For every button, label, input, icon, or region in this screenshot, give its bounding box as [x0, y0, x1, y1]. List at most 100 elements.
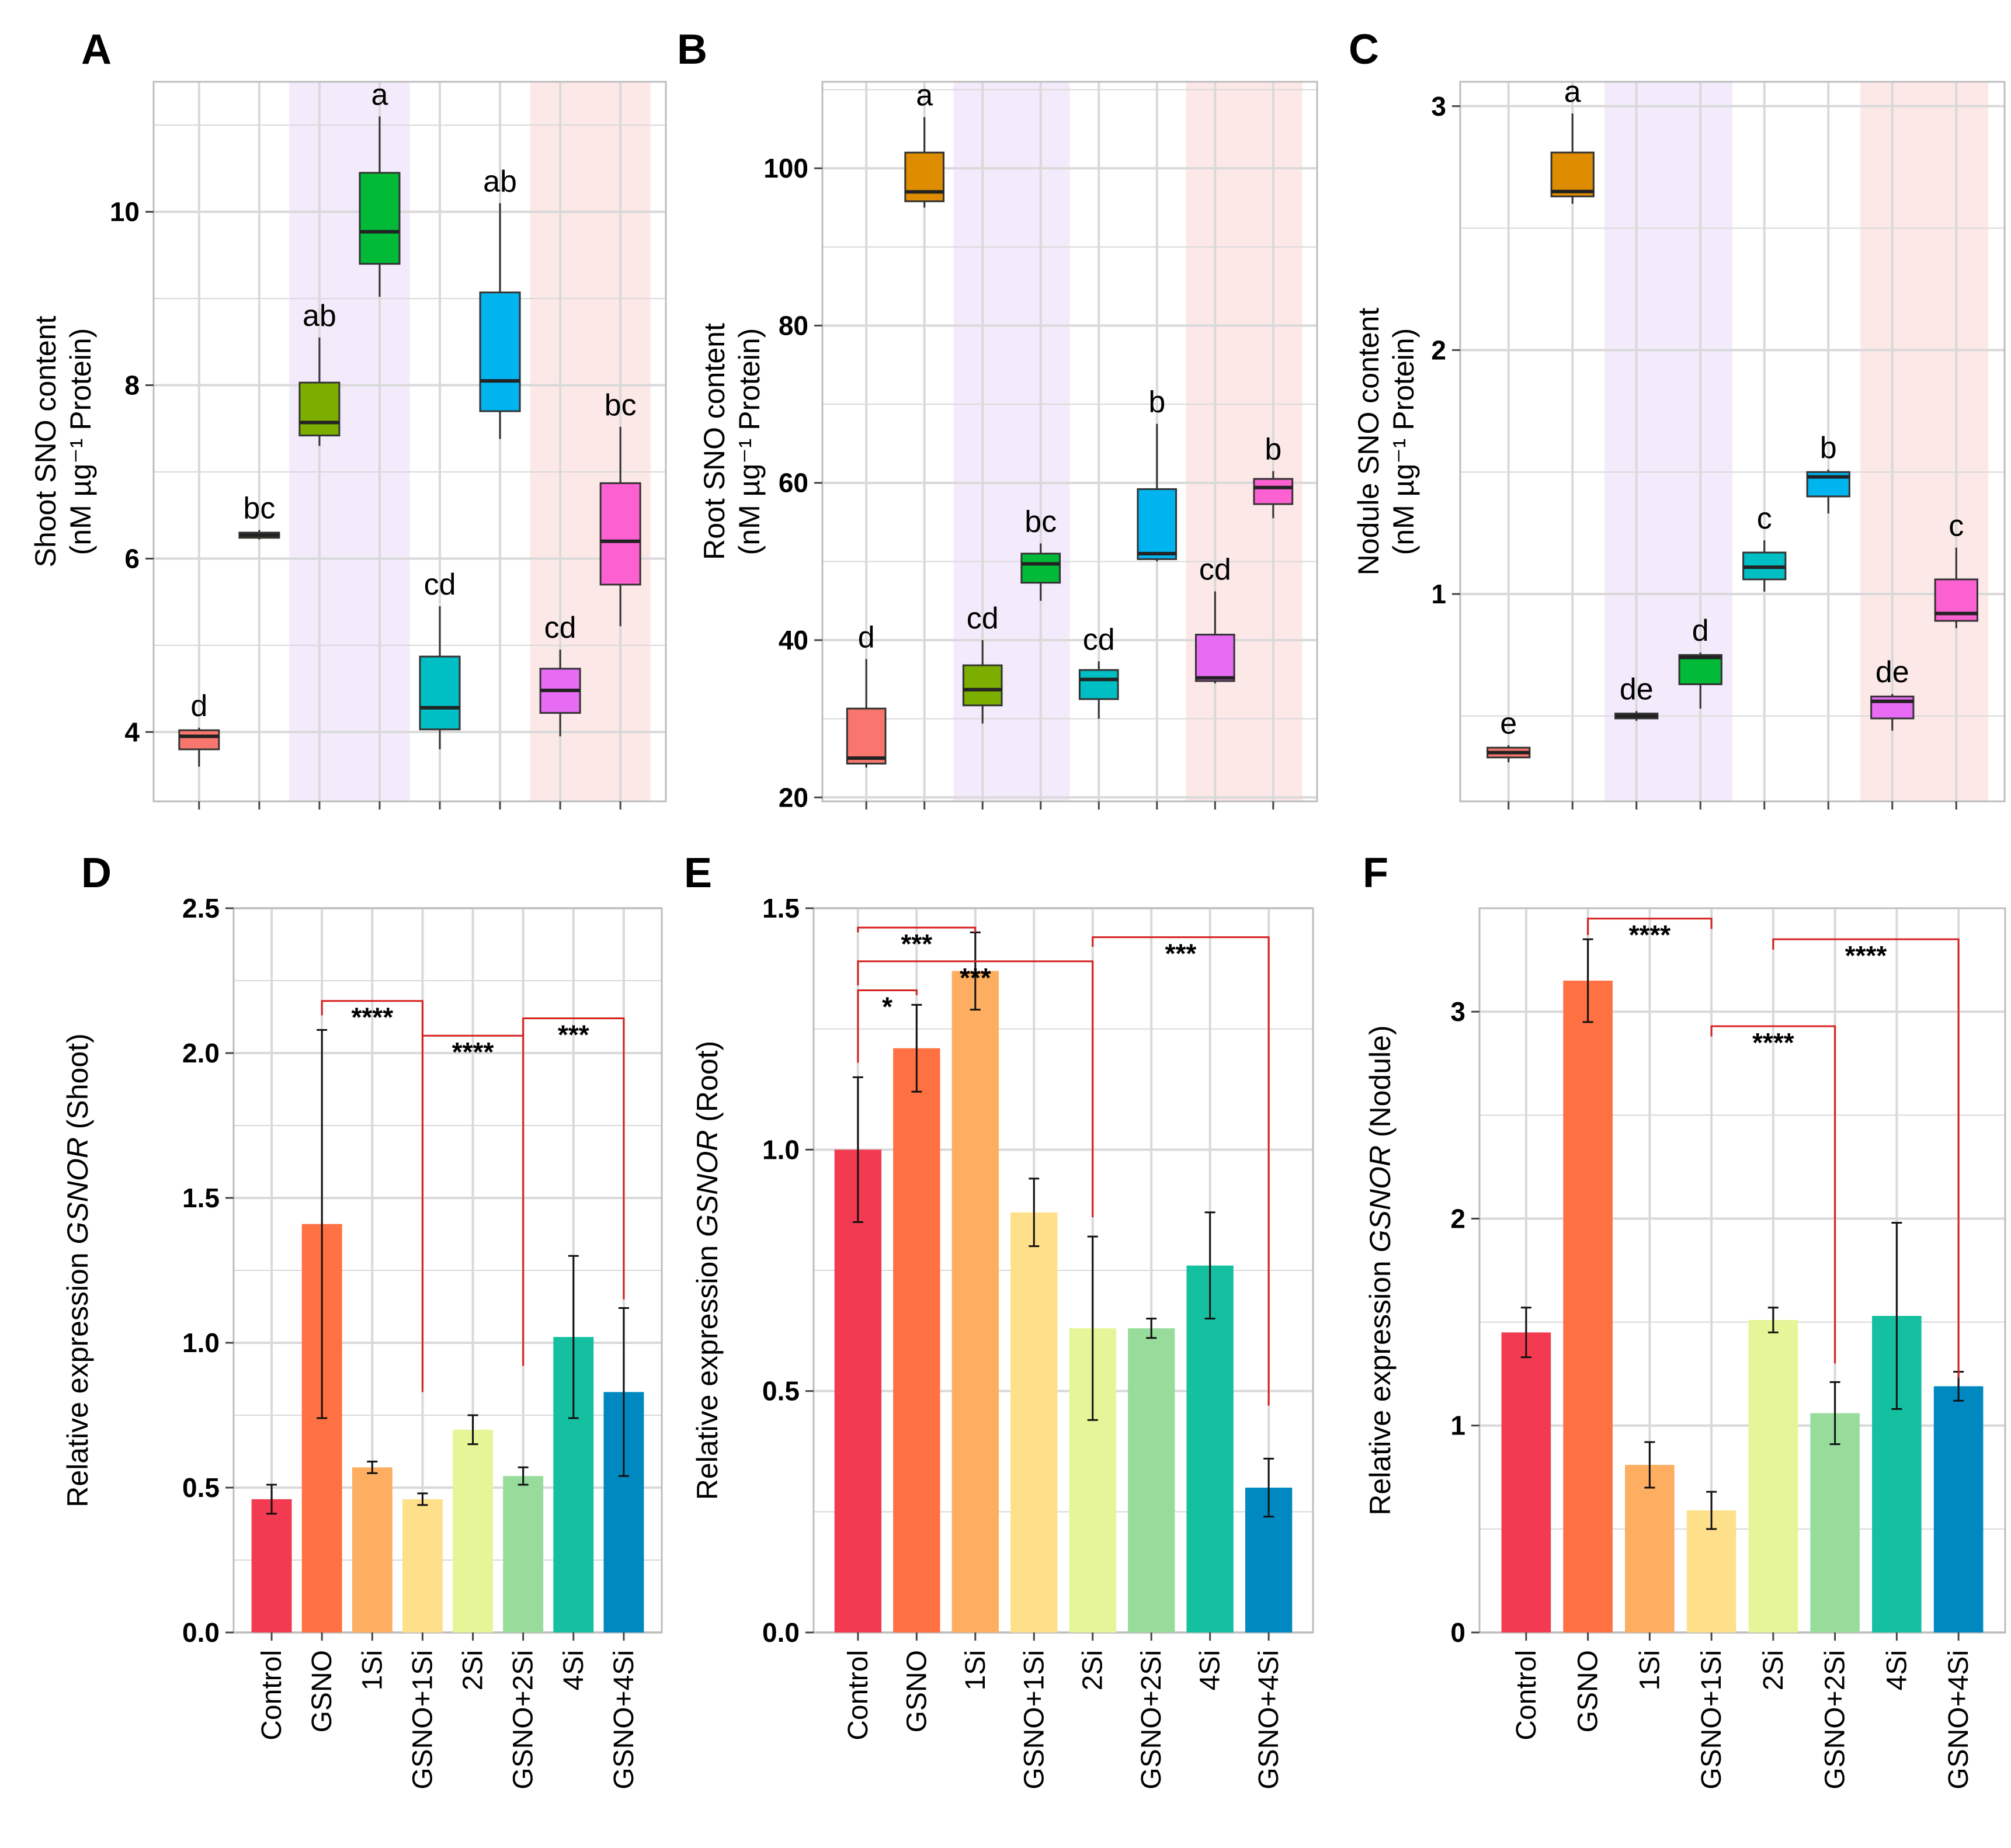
bracket-line: [321, 1000, 423, 1392]
box-body: [419, 655, 461, 731]
y-tick-label: 0.0: [762, 1617, 800, 1648]
y-tick-label: 2.5: [182, 893, 220, 923]
significance-bracket: ***: [522, 1017, 625, 1300]
box-4Si: cd: [539, 611, 581, 737]
bracket-line: [857, 926, 977, 933]
bar-GSNO+2Si: [503, 1466, 544, 1632]
significance-letter: d: [190, 689, 207, 723]
significance-letter: b: [1265, 432, 1281, 466]
box-body: [904, 151, 945, 203]
y-tick-label: 80: [779, 310, 808, 341]
y-tick-label: 60: [779, 468, 808, 498]
x-tick-label: GSNO+1Si: [407, 1650, 438, 1790]
bar: [1010, 1212, 1058, 1632]
gridlines: [234, 907, 662, 1634]
bar-GSNO: [1563, 938, 1613, 1632]
bar: [1128, 1328, 1175, 1632]
bracket-line: [1092, 936, 1270, 1406]
box-GSNO+2Si: b: [1137, 385, 1178, 562]
bar: [352, 1467, 393, 1632]
x-tick-label: GSNO+2Si: [1820, 1650, 1851, 1790]
x-tick-label: GSNO: [901, 1650, 932, 1732]
x-tick-label: 2Si: [458, 1650, 489, 1690]
bracket-label: ****: [352, 1002, 394, 1033]
x-tick-label: GSNO+2Si: [1136, 1650, 1167, 1790]
bar-2Si: [1069, 1235, 1116, 1632]
y-axis-title: Nodule SNO content: [1352, 308, 1385, 576]
x-tick-label: 2Si: [1758, 1650, 1789, 1690]
plot-frame: [812, 907, 1314, 1634]
x-tick-label: 4Si: [1195, 1650, 1226, 1690]
box-body: [1020, 553, 1061, 584]
x-tick-label: GSNO: [1573, 1650, 1604, 1732]
plot-frame: [821, 81, 1318, 803]
bar: [1748, 1320, 1798, 1632]
significance-letter: ab: [483, 165, 517, 199]
bracket-line: [1587, 918, 1713, 936]
bar-GSNO+1Si: [402, 1492, 443, 1632]
box-1Si: ab: [298, 299, 341, 446]
y-axis-unit: (nM µg⁻¹ Protein): [733, 328, 766, 555]
bar: [1625, 1465, 1675, 1632]
significance-bracket: ****: [1710, 1025, 1836, 1364]
bracket-line: [1710, 1025, 1836, 1364]
y-axis-title-gene: GSNOR: [61, 1137, 94, 1244]
panel-C: C 1 2 3 Nodule SNO content (nM µg⁻¹ Protein) e…: [1349, 26, 2006, 810]
y-tick-label: 1: [1450, 1411, 1465, 1441]
y-axis-title-pre: Relative expression: [691, 1237, 724, 1500]
box-GSNO: a: [904, 79, 945, 208]
bracket-label: ***: [1165, 939, 1197, 969]
bar-Control: [834, 1076, 882, 1632]
bar: [503, 1476, 544, 1632]
box-Control: d: [846, 620, 887, 768]
significance-letter: d: [1692, 614, 1709, 648]
bracket-line: [1772, 938, 1960, 1378]
significance-letter: cd: [424, 568, 456, 602]
x-tick-label: 1Si: [960, 1650, 991, 1690]
panel-E: E 0.0 0.5 1.0 1.5 Relative expression GSNOR (…: [684, 850, 1314, 1790]
x-tick-label: 1Si: [1634, 1650, 1665, 1690]
y-axis-title: Relative expression GSNOR (Nodule): [1364, 1025, 1397, 1515]
box-1Si: cd: [962, 602, 1003, 724]
box-2Si: cd: [419, 568, 461, 749]
x-tick-label: GSNO+2Si: [508, 1650, 539, 1790]
bar-4Si: [1872, 1222, 1922, 1632]
bar: [834, 1149, 882, 1632]
significance-letter: a: [1564, 75, 1581, 109]
y-tick-label: 20: [779, 782, 808, 812]
bar-Control: [251, 1484, 292, 1632]
bracket-label: ***: [558, 1019, 589, 1050]
box-GSNO+1Si: d: [1678, 614, 1722, 709]
box-body: [1137, 488, 1178, 560]
bracket-line: [857, 960, 1094, 1218]
significance-letter: cd: [544, 611, 576, 645]
bar-2Si: [453, 1414, 494, 1632]
box-1Si: de: [1614, 672, 1659, 721]
bracket-label: ***: [901, 929, 932, 959]
box-Control: d: [178, 689, 220, 767]
box-body: [1194, 634, 1235, 682]
significance-letter: b: [1820, 431, 1837, 465]
panel-B: B 20 40 60 80 100 Root SNO content (nM µg⁻¹ Pro…: [677, 26, 1318, 812]
bar-GSNO: [301, 1029, 342, 1632]
box-body: [359, 172, 401, 265]
y-tick-label: 1.0: [182, 1328, 220, 1358]
y-axis-title-gene: GSNOR: [1364, 1145, 1397, 1252]
y-axis-title: Root SNO content: [698, 323, 731, 560]
y-tick-label: 2: [1431, 335, 1446, 365]
box-GSNO+2Si: ab: [479, 165, 521, 439]
y-axis-title: Relative expression GSNOR (Root): [691, 1041, 724, 1500]
y-tick-label: 1.5: [762, 893, 800, 923]
y-tick-label: 6: [124, 543, 140, 574]
significance-bracket: ****: [421, 1034, 525, 1366]
bracket-label: ***: [960, 963, 991, 993]
box-GSNO: a: [1550, 75, 1595, 204]
panel-letter: E: [684, 850, 712, 897]
box-body: [1078, 669, 1119, 700]
bar-Control: [1501, 1307, 1551, 1632]
bar-GSNO+2Si: [1128, 1318, 1175, 1632]
box-body: [846, 707, 887, 765]
x-tick-label: Control: [843, 1650, 874, 1741]
shade-4si: [1186, 82, 1303, 801]
box-GSNO+1Si: bc: [1020, 505, 1061, 601]
